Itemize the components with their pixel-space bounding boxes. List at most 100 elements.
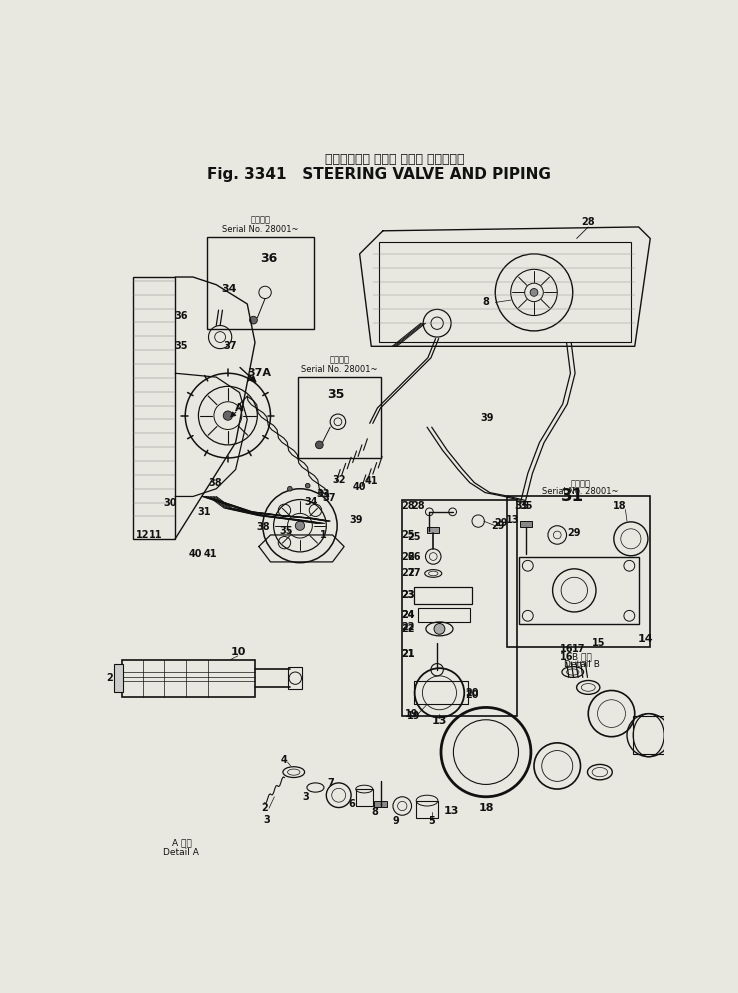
Bar <box>416 800 438 817</box>
Text: 適用号箋: 適用号箋 <box>570 479 590 488</box>
Circle shape <box>434 624 445 635</box>
Text: 26: 26 <box>401 551 415 561</box>
Circle shape <box>223 411 232 420</box>
Bar <box>207 237 314 330</box>
Text: 36: 36 <box>261 252 277 265</box>
Bar <box>356 789 373 806</box>
Text: 適用号箋: 適用号箋 <box>329 355 350 364</box>
Text: 8: 8 <box>372 807 379 817</box>
Text: 5: 5 <box>428 816 435 826</box>
Text: 9: 9 <box>393 816 399 826</box>
Text: 15: 15 <box>593 638 606 647</box>
Text: 31: 31 <box>561 488 584 505</box>
Text: 31: 31 <box>198 506 211 517</box>
Text: 22: 22 <box>401 624 415 634</box>
Text: B 詳細: B 詳細 <box>572 652 592 661</box>
Text: 16: 16 <box>560 651 573 661</box>
Text: 39: 39 <box>480 413 494 423</box>
Text: 22: 22 <box>401 623 415 633</box>
Text: 36: 36 <box>175 311 188 321</box>
Text: 29: 29 <box>491 520 504 530</box>
Text: 35: 35 <box>175 342 188 352</box>
Bar <box>133 277 175 539</box>
Text: 14: 14 <box>638 634 653 643</box>
Text: 27: 27 <box>401 568 415 579</box>
Text: 35: 35 <box>520 501 533 511</box>
Text: Serial No. 28001~: Serial No. 28001~ <box>301 364 378 374</box>
Text: 16: 16 <box>560 643 573 654</box>
Text: A 詳細: A 詳細 <box>171 838 191 847</box>
Text: 18: 18 <box>478 803 494 813</box>
Text: 8: 8 <box>483 298 489 308</box>
Bar <box>402 500 517 716</box>
Bar <box>519 556 638 625</box>
Text: 12: 12 <box>136 530 149 540</box>
Text: 3: 3 <box>302 791 308 801</box>
Bar <box>427 527 439 533</box>
Text: 2: 2 <box>106 673 113 683</box>
Text: 29: 29 <box>494 518 508 528</box>
Circle shape <box>288 487 292 492</box>
Text: 25: 25 <box>407 532 421 542</box>
Text: Detail A: Detail A <box>163 848 199 857</box>
Bar <box>418 608 470 622</box>
Text: 40: 40 <box>353 483 366 493</box>
Text: 11: 11 <box>149 530 162 540</box>
Circle shape <box>306 484 310 488</box>
Text: 38: 38 <box>208 478 221 488</box>
Text: 2: 2 <box>261 803 268 813</box>
Circle shape <box>295 521 305 530</box>
Text: 23: 23 <box>401 590 415 600</box>
Text: 6: 6 <box>348 799 355 809</box>
Text: Serial No. 28001~: Serial No. 28001~ <box>222 224 299 233</box>
Bar <box>633 716 664 755</box>
Text: 35: 35 <box>279 526 293 536</box>
Text: 40: 40 <box>189 549 202 559</box>
Text: 34: 34 <box>305 496 318 506</box>
Text: 35: 35 <box>328 387 345 400</box>
Text: 27: 27 <box>407 568 421 579</box>
Text: A: A <box>235 403 244 413</box>
Text: 24: 24 <box>401 610 415 620</box>
Text: 25: 25 <box>401 530 415 540</box>
Text: 41: 41 <box>365 476 378 486</box>
Text: 17: 17 <box>572 643 586 654</box>
Bar <box>520 521 532 527</box>
Text: 26: 26 <box>407 551 421 561</box>
Bar <box>414 587 472 605</box>
Text: 35: 35 <box>514 500 530 510</box>
Text: 37A: 37A <box>247 368 271 378</box>
Bar <box>379 242 631 343</box>
Bar <box>289 667 303 689</box>
Circle shape <box>315 441 323 449</box>
Text: 30: 30 <box>163 497 176 507</box>
Text: 24: 24 <box>401 610 415 620</box>
Text: 39: 39 <box>349 514 362 524</box>
Text: 21: 21 <box>401 649 415 659</box>
Text: 19: 19 <box>407 711 421 721</box>
Circle shape <box>249 317 258 324</box>
Text: 37: 37 <box>224 342 237 352</box>
Bar <box>297 377 382 458</box>
Text: Detail B: Detail B <box>564 659 600 669</box>
Text: 29: 29 <box>568 528 581 538</box>
Text: 13: 13 <box>444 805 460 815</box>
Text: 1: 1 <box>320 530 327 540</box>
Text: 34: 34 <box>221 284 236 294</box>
Text: ステアリング バルブ および パイピング: ステアリング バルブ および パイピング <box>325 153 464 166</box>
Bar <box>114 664 123 692</box>
Text: 23: 23 <box>401 590 415 600</box>
Bar <box>374 800 387 806</box>
Text: Serial No. 28001~: Serial No. 28001~ <box>542 488 618 496</box>
Text: 7: 7 <box>328 778 334 787</box>
Text: 28: 28 <box>401 501 415 511</box>
Text: 13: 13 <box>432 716 447 726</box>
Circle shape <box>530 289 538 296</box>
Text: 21: 21 <box>401 649 415 659</box>
Circle shape <box>319 491 323 495</box>
Text: 19: 19 <box>405 709 418 719</box>
Text: Fig. 3341   STEERING VALVE AND PIPING: Fig. 3341 STEERING VALVE AND PIPING <box>207 167 551 182</box>
Text: 32: 32 <box>332 475 345 485</box>
Text: 13: 13 <box>506 514 520 524</box>
Text: 18: 18 <box>613 500 626 510</box>
